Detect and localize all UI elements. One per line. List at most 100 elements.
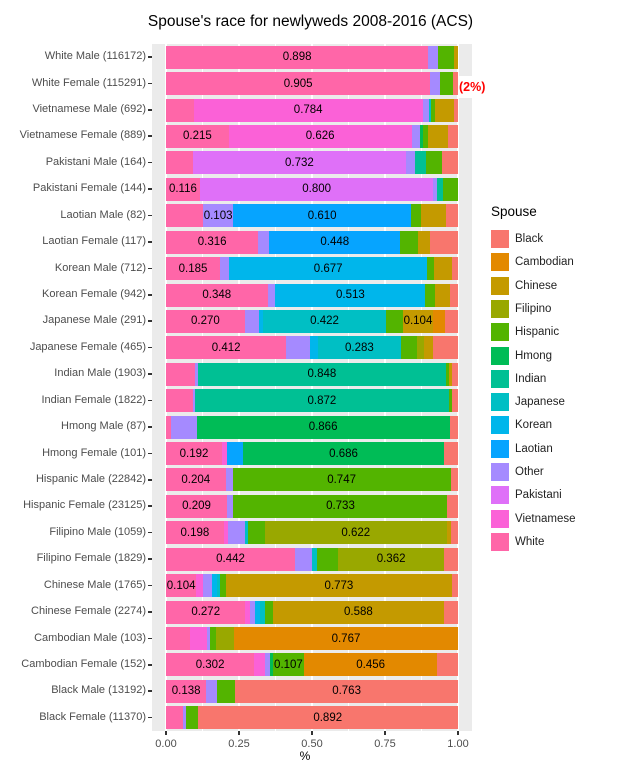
x-axis-tick — [457, 731, 459, 735]
bar-segment-other — [433, 177, 437, 201]
legend-key-swatch — [491, 416, 509, 435]
bar-segment-other — [422, 98, 430, 122]
segment-value-label: 0.283 — [345, 341, 374, 354]
y-axis-tick — [148, 241, 152, 243]
legend-key-swatch — [491, 439, 509, 458]
bar-segment-white: 0.215 — [166, 124, 229, 148]
bar-segment-japanese — [260, 600, 265, 624]
bar-segment-white: 0.198 — [166, 521, 224, 545]
bar-row: 0.348 0.513 — [166, 283, 458, 307]
bar-row: 0.215 0.626 — [166, 124, 458, 148]
y-axis-tick — [148, 663, 152, 666]
bar-segment-hispanic — [449, 389, 453, 413]
bar-row: 0.204 0.747 — [166, 468, 458, 492]
segment-value-label: 0.107 — [274, 658, 303, 671]
y-axis-label: White Female (115291) — [31, 76, 146, 89]
bar-segment-hispanic: 0.733 — [233, 494, 448, 518]
segment-value-label: 0.588 — [343, 606, 373, 619]
bar-row: 0.872 — [166, 389, 458, 413]
segment-value-label: 0.513 — [335, 289, 365, 302]
x-axis-tick — [238, 731, 240, 735]
bar-row: 0.412 0.283 — [166, 336, 458, 360]
bar-segment-indian: 0.872 — [194, 389, 450, 413]
bar-segment-black — [450, 468, 458, 492]
y-axis-tick — [148, 373, 152, 375]
y-axis-label: Hispanic Female (23125) — [23, 499, 146, 512]
bar-segment-white — [166, 362, 195, 386]
y-axis-label: Black Female (11370) — [39, 710, 146, 723]
segment-value-label: 0.763 — [332, 685, 361, 698]
y-axis-label: Pakistani Male (164) — [45, 155, 146, 168]
bar-segment-hispanic — [186, 706, 198, 730]
bar-segment-vietnamese — [223, 521, 228, 545]
legend-key-swatch — [491, 299, 509, 318]
legend-key-swatch — [491, 369, 509, 388]
bar-segment-hispanic: 0.107 — [272, 653, 305, 677]
y-axis-tick — [148, 82, 152, 85]
bar-segment-other — [258, 230, 270, 254]
bar-segment-hispanic — [445, 362, 449, 386]
bar-segment-black — [454, 98, 458, 122]
bar-segment-black — [430, 230, 458, 254]
bar-segment-other — [250, 600, 256, 624]
bar-row: 0.316 0.448 — [166, 230, 458, 254]
bar-segment-hispanic — [264, 600, 273, 624]
bar-segment-other — [428, 45, 439, 69]
bar-segment-hmong — [269, 653, 273, 677]
y-axis-tick — [148, 109, 152, 111]
bar-segment-white: 0.138 — [166, 679, 207, 703]
minor-gridline — [421, 44, 422, 731]
legend-label: Vietnamese — [515, 512, 576, 525]
bar-segment-black: 0.892 — [197, 706, 458, 730]
bar-segment-hispanic — [248, 521, 265, 545]
legend-key-swatch — [491, 532, 509, 551]
bar-segment-korean — [259, 309, 263, 333]
bar-segment-black — [432, 336, 458, 360]
major-gridline — [238, 44, 240, 731]
bar-segment-black — [451, 574, 458, 598]
y-axis-label: Japanese Female (465) — [29, 340, 146, 353]
legend-label: Other — [515, 466, 544, 478]
y-axis-label: Hmong Male (87) — [61, 420, 146, 433]
bar-segment-pakistani: 0.732 — [192, 151, 407, 175]
legend-key-swatch — [491, 346, 509, 365]
legend-title: Spouse — [491, 204, 537, 219]
y-axis-label: Chinese Female (2274) — [31, 605, 146, 618]
segment-value-label: 0.866 — [308, 421, 338, 434]
x-axis-tick-label: 0.25 — [228, 738, 250, 750]
x-axis-tick-label: 1.00 — [447, 738, 469, 750]
segment-value-label: 0.456 — [356, 658, 386, 671]
bar-segment-other — [244, 309, 260, 333]
bar-row: 0.198 0.622 — [166, 521, 458, 545]
bar-segment-vietnamese — [196, 574, 204, 598]
segment-value-label: 0.362 — [376, 553, 406, 566]
segment-value-label: 0.773 — [324, 579, 354, 592]
legend-key-swatch — [491, 276, 509, 295]
bar-row: 0.192 0.686 — [166, 442, 458, 466]
y-axis-label: Laotian Female (117) — [42, 235, 146, 248]
segment-value-label: 0.209 — [182, 500, 211, 513]
bar-segment-black — [449, 283, 458, 307]
plot-panel: 0.898 0.905 0.784 0.215 0.626 0.732 0.116 0.800… — [152, 44, 472, 731]
bar-segment-laotian: 0.610 — [233, 204, 412, 228]
bar-segment-other — [207, 627, 210, 651]
bar-segment-filipino — [216, 627, 234, 651]
legend-item-white: White — [491, 532, 544, 551]
bar-segment-hispanic — [438, 45, 454, 69]
minor-gridline — [202, 44, 203, 731]
bar-segment-cambodian: 0.456 — [304, 653, 438, 677]
bar-segment-hispanic — [425, 151, 442, 175]
bar-segment-black — [444, 600, 458, 624]
segment-value-label: 0.747 — [327, 473, 356, 486]
bar-segment-black — [437, 653, 458, 677]
segment-value-label: 0.848 — [307, 368, 337, 381]
legend-item-indian: Indian — [491, 369, 546, 388]
bar-segment-japanese: 0.422 — [262, 309, 387, 333]
y-axis-tick — [148, 161, 152, 164]
bar-row: 0.104 0.773 — [166, 574, 458, 598]
two-percent-annotation: (2%) — [459, 76, 497, 98]
bar-segment-white: 0.898 — [166, 45, 429, 69]
segment-value-label: 0.138 — [171, 685, 201, 698]
bar-segment-white — [166, 151, 193, 175]
bar-row: 0.138 0.763 — [166, 679, 458, 703]
